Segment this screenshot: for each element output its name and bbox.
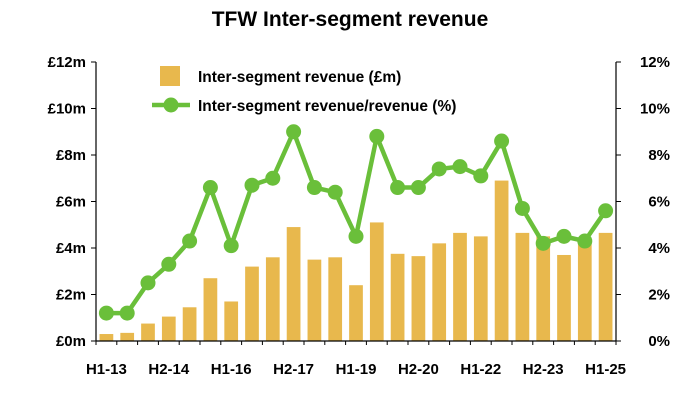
line-point <box>286 124 302 140</box>
bar <box>224 301 239 341</box>
right-tick-label: 6% <box>648 194 670 211</box>
line-point <box>431 161 447 177</box>
bar <box>515 232 530 341</box>
bar <box>598 232 613 341</box>
left-tick-label: £0m <box>56 333 86 350</box>
x-tick-label: H1-22 <box>460 361 501 378</box>
bar <box>307 259 322 341</box>
bar <box>369 222 384 341</box>
line-point <box>577 233 593 249</box>
legend-label-bar: Inter-segment revenue (£m) <box>198 69 401 86</box>
left-tick-label: £8m <box>56 147 86 164</box>
bar <box>245 266 259 341</box>
right-tick-label: 2% <box>648 287 670 304</box>
bar <box>203 278 218 341</box>
line-series <box>98 124 614 321</box>
bar <box>494 180 509 341</box>
x-tick-label: H1-16 <box>211 361 252 378</box>
line-point <box>244 177 260 193</box>
line-point <box>410 180 426 196</box>
x-tick-label: H2-14 <box>148 361 190 378</box>
chart-title: TFW Inter-segment revenue <box>211 8 489 31</box>
line-point <box>514 200 530 216</box>
bar <box>432 243 447 341</box>
line-point <box>119 305 135 321</box>
bar <box>473 236 488 341</box>
right-tick-label: 4% <box>648 240 670 257</box>
line-point <box>494 133 510 149</box>
bar <box>453 232 467 341</box>
line-point <box>202 180 218 196</box>
bar-series <box>99 180 613 341</box>
bar <box>265 257 280 341</box>
left-tick-label: £12m <box>48 54 86 71</box>
line-point <box>390 180 406 196</box>
x-tick-label: H2-23 <box>523 361 564 378</box>
line-point <box>98 305 114 321</box>
x-tick-label: H2-20 <box>398 361 439 378</box>
bar <box>349 285 363 341</box>
left-tick-label: £4m <box>56 240 86 257</box>
left-tick-label: £10m <box>48 101 86 118</box>
bar <box>120 332 135 341</box>
line-point <box>140 275 156 291</box>
line-point <box>556 228 572 244</box>
legend: Inter-segment revenue (£m) Inter-segment … <box>152 66 456 115</box>
bar <box>557 254 571 341</box>
line-point <box>161 256 177 272</box>
line-point <box>265 170 281 186</box>
bar <box>161 316 176 341</box>
left-tick-label: £6m <box>56 194 86 211</box>
x-tick-label: H1-19 <box>336 361 377 378</box>
bar <box>328 257 343 341</box>
right-tick-label: 10% <box>640 101 670 118</box>
bar <box>286 227 301 341</box>
left-tick-label: £2m <box>56 287 86 304</box>
line-point <box>535 235 551 251</box>
line-point <box>598 203 614 219</box>
legend-label-line: Inter-segment revenue/revenue (%) <box>198 98 456 115</box>
line-point <box>348 228 364 244</box>
bar <box>390 253 405 341</box>
bar <box>99 334 114 341</box>
bar <box>536 236 551 341</box>
bar <box>577 241 592 341</box>
line-point <box>182 233 198 249</box>
bar <box>141 323 155 341</box>
line-point <box>369 128 385 144</box>
x-tick-label: H1-25 <box>585 361 626 378</box>
axes: £0m £2m £4m £6m £8m £10m £12m 0% 2% 4% 6% 8% 10% 12% H… <box>48 54 670 378</box>
line-point <box>223 238 239 254</box>
right-tick-label: 0% <box>648 333 670 350</box>
right-tick-label: 8% <box>648 147 670 164</box>
line-point <box>473 168 489 184</box>
bar <box>182 307 197 341</box>
x-tick-label: H2-17 <box>273 361 314 378</box>
legend-swatch-bar <box>160 66 180 86</box>
line-point <box>306 180 322 196</box>
right-tick-label: 12% <box>640 54 670 71</box>
bar <box>411 256 426 341</box>
line-point <box>452 159 468 175</box>
x-tick-label: H1-13 <box>86 361 127 378</box>
line-point <box>327 184 343 200</box>
legend-swatch-marker <box>163 97 179 113</box>
